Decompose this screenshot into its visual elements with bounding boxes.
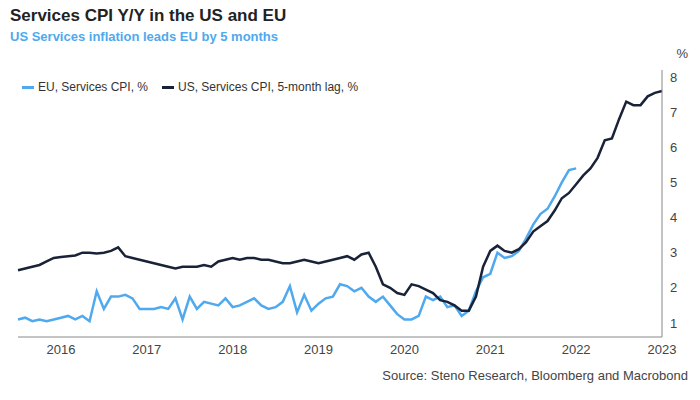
html-text:US, Services CPI, 5-month lag,: US, Services CPI, 5-month lag, % xyxy=(178,80,359,94)
html-text:Source: Steno Research, Bloomb: Source: Steno Research, Bloomberg and Ma… xyxy=(382,368,688,383)
html-text:US Services inflation leads EU: US Services inflation leads EU by 5 mont… xyxy=(10,29,278,44)
svg-text:3: 3 xyxy=(670,245,677,260)
svg-text:8: 8 xyxy=(670,70,677,85)
svg-text:2021: 2021 xyxy=(476,342,505,357)
svg-text:2: 2 xyxy=(670,280,677,295)
svg-text:5: 5 xyxy=(670,175,677,190)
svg-text:2017: 2017 xyxy=(132,342,161,357)
svg-text:2023: 2023 xyxy=(648,342,677,357)
svg-text:2018: 2018 xyxy=(218,342,247,357)
html-text:Services CPI Y/Y in the US and: Services CPI Y/Y in the US and EU xyxy=(10,6,287,25)
svg-text:7: 7 xyxy=(670,105,677,120)
svg-text:2022: 2022 xyxy=(562,342,591,357)
svg-text:2020: 2020 xyxy=(390,342,419,357)
svg-text:2019: 2019 xyxy=(304,342,333,357)
svg-text:4: 4 xyxy=(670,210,677,225)
svg-text:6: 6 xyxy=(670,140,677,155)
html-text:EU, Services CPI, %: EU, Services CPI, % xyxy=(38,80,148,94)
svg-text:2016: 2016 xyxy=(46,342,75,357)
svg-text:1: 1 xyxy=(670,316,677,331)
